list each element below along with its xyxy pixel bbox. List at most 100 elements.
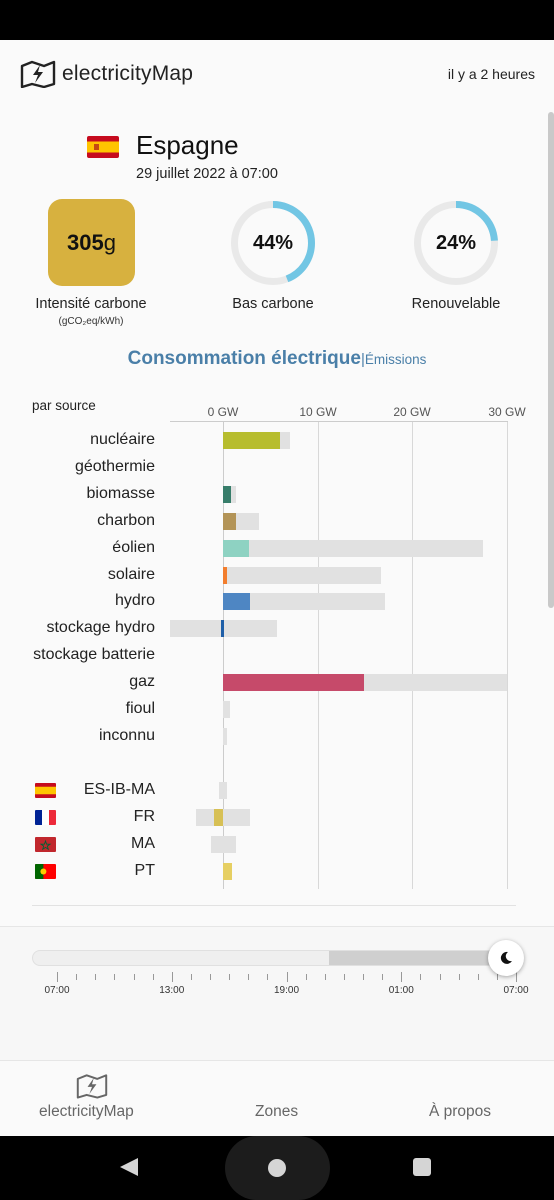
bottom-navigation [0,1060,554,1136]
time-tick [76,974,78,980]
axis-tick-label: 10 GW [299,405,337,419]
capacity-bar[interactable] [223,701,230,718]
source-label-stockage batterie: stockage batterie [33,646,155,664]
grid-line [412,422,413,889]
low-carbon-gauge[interactable] [229,199,317,287]
time-tick-label: 13:00 [159,985,185,996]
renewable-value: 24% [435,231,477,254]
source-label-solaire: solaire [107,565,155,583]
axis-tick-label: 20 GW [393,405,431,419]
capacity-bar[interactable] [223,593,385,611]
flag-ma-icon [35,836,56,852]
status-bar [0,0,554,40]
production-bar[interactable] [223,539,249,557]
source-label-nucléaire: nucléaire [90,431,155,448]
home-icon[interactable] [268,1159,286,1177]
flag-pt-icon [35,863,56,879]
source-label-géothermie: géothermie [74,457,155,475]
source-label-biomasse: biomasse [86,484,155,502]
source-label-stockage hydro: stockage hydro [46,619,155,637]
nav-zones[interactable]: Zones [255,1103,299,1120]
back-icon[interactable] [120,1158,138,1176]
axis-tick-label: 0 GW [207,405,239,419]
time-tick [343,974,345,980]
time-tick [439,974,441,980]
carbon-intensity-value: 305 [67,229,104,255]
electricitymap-nav-icon[interactable] [76,1073,108,1099]
time-tick [496,974,498,980]
production-bar[interactable] [223,674,365,692]
tab-consumption[interactable]: Consommation électrique [127,348,361,369]
carbon-intensity-label: Intensité carbone [35,296,147,312]
spain-flag-icon [87,136,119,158]
axis-line [170,421,508,422]
source-label-inconnu: inconnu [98,726,155,744]
time-tick [267,974,269,980]
time-slider-handle[interactable] [488,940,524,976]
tab-separator: | [360,351,365,368]
renewable-label: Renouvelable [411,296,501,312]
exchange-label-PT: PT [134,861,155,879]
capacity-bar[interactable] [223,727,227,745]
carbon-intensity-box[interactable]: 305 g [48,199,135,286]
capacity-bar[interactable] [196,808,250,826]
production-bar[interactable] [213,808,223,826]
time-tick-label: 19:00 [273,985,300,996]
source-label-hydro: hydro [114,592,155,610]
time-tick [190,974,192,980]
capacity-bar[interactable] [219,782,227,799]
time-tick [324,974,326,980]
source-label-éolien: éolien [112,538,155,556]
production-bar[interactable] [223,432,280,449]
flag-fr-icon [35,809,56,825]
renewable-gauge[interactable] [412,199,500,287]
source-label-gaz: gaz [129,673,155,691]
time-tick [152,974,154,980]
exchange-label-ES-IB-MA: ES-IB-MA [83,781,155,798]
production-bar[interactable] [223,566,227,584]
tab-emissions[interactable]: Émissions [364,352,427,367]
time-tick [114,974,116,980]
time-tick-label: 07:00 [503,985,529,996]
carbon-intensity-unit-label: (gCO₂eq/kWh) [58,316,124,327]
production-bar[interactable] [221,620,225,638]
carbon-intensity-unit: g [103,229,116,255]
source-label-fioul: fioul [125,700,155,717]
divider [32,905,516,906]
low-carbon-label: Bas carbone [232,296,314,312]
timeline-area [0,926,554,1060]
time-tick [401,972,403,982]
capacity-bar[interactable] [210,835,237,853]
production-bar[interactable] [223,485,231,503]
nav-about[interactable]: À propos [429,1103,492,1120]
zone-name: Espagne [136,130,239,160]
time-tick [229,974,231,980]
time-tick [305,974,307,980]
time-tick [458,974,460,980]
scrollbar[interactable] [548,112,554,608]
production-bar[interactable] [223,862,232,880]
low-carbon-value: 44% [252,231,294,254]
time-tick [382,974,384,980]
time-tick [477,974,479,980]
nav-home[interactable]: electricityMap [39,1103,134,1120]
exchange-label-FR: FR [133,807,155,825]
capacity-bar[interactable] [223,539,484,557]
time-tick [133,974,135,980]
chart-tabs: Consommation électrique|Émissions [0,348,554,370]
capacity-bar[interactable] [223,566,382,584]
recent-apps-icon[interactable] [413,1158,431,1176]
production-bar[interactable] [223,593,250,611]
zone-datetime: 29 juillet 2022 à 07:00 [136,166,278,182]
grid-line [318,422,319,889]
production-bar[interactable] [223,512,237,530]
time-tick-label: 01:00 [388,985,414,996]
time-tick [171,972,173,982]
last-updated: il y a 2 heures [447,66,535,82]
time-slider-fill [329,951,507,965]
time-tick [363,974,364,980]
grid-line [507,422,508,889]
electricitymap-logo-icon[interactable] [20,60,56,88]
exchange-label-MA: MA [131,834,155,852]
time-tick [248,974,250,980]
